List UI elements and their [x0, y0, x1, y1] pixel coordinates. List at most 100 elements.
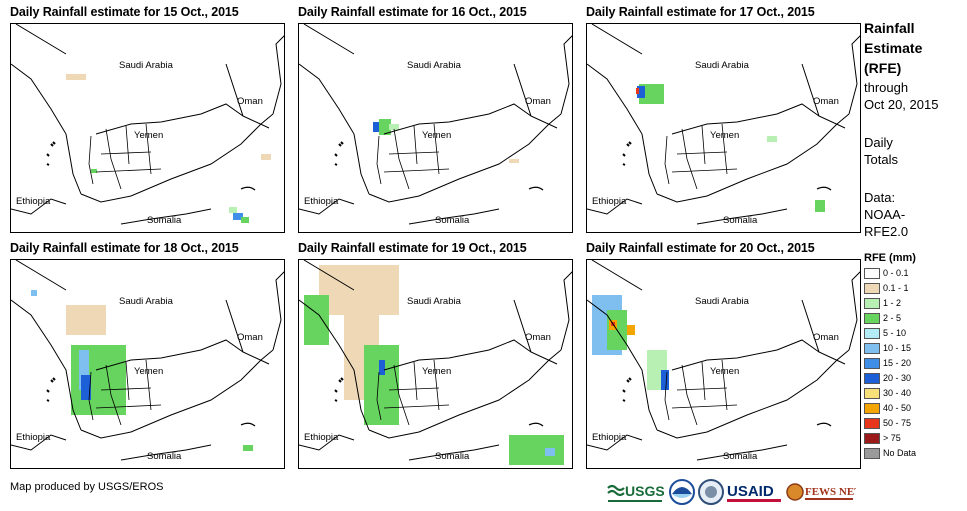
- legend-item: > 75: [864, 433, 901, 448]
- sidebar-data-label: Data:: [864, 190, 896, 205]
- doi-seal-logo: [698, 478, 724, 506]
- map-credit: Map produced by USGS/EROS: [10, 481, 164, 493]
- usgs-logo: USGS: [606, 478, 665, 506]
- legend-swatch: [864, 298, 880, 310]
- ethiopia-label: Ethiopia: [304, 432, 339, 443]
- somalia-label: Somalia: [723, 451, 758, 462]
- legend-item: 20 - 30: [864, 373, 911, 388]
- legend-swatch: [864, 388, 880, 400]
- panel-title: Daily Rainfall estimate for 18 Oct., 201…: [10, 241, 239, 255]
- legend-swatch: [864, 373, 880, 385]
- oman-label: Oman: [237, 96, 263, 107]
- fews-net-logo-text: FEWS NET: [805, 486, 856, 498]
- legend-item: 50 - 75: [864, 418, 911, 433]
- legend-label: 30 - 40: [883, 388, 912, 398]
- legend-swatch: [864, 433, 880, 445]
- legend-swatch: [864, 343, 880, 355]
- legend-item: No Data: [864, 448, 916, 463]
- somalia-label: Somalia: [435, 215, 470, 226]
- legend-swatch: [864, 418, 880, 430]
- legend-swatch: [864, 268, 880, 280]
- legend-label: > 75: [883, 433, 901, 443]
- yemen-label: Yemen: [422, 130, 452, 141]
- somalia-label: Somalia: [435, 451, 470, 462]
- oman-label: Oman: [813, 96, 839, 107]
- legend-label: 15 - 20: [883, 358, 912, 368]
- legend-item: 30 - 40: [864, 388, 911, 403]
- somalia-label: Somalia: [147, 451, 182, 462]
- legend-title: RFE (mm): [864, 252, 916, 264]
- legend-swatch: [864, 403, 880, 415]
- legend-label: 40 - 50: [883, 403, 912, 413]
- legend-label: 0 - 0.1: [883, 268, 909, 278]
- usaid-logo: USAID: [726, 478, 784, 506]
- yemen-label: Yemen: [422, 366, 452, 377]
- sidebar-date: Oct 20, 2015: [864, 97, 939, 112]
- ethiopia-label: Ethiopia: [304, 196, 339, 207]
- sidebar-data-source: NOAA-: [864, 207, 906, 222]
- legend-label: 20 - 30: [883, 373, 912, 383]
- oman-label: Oman: [237, 332, 263, 343]
- yemen-label: Yemen: [134, 130, 164, 141]
- legend-item: 2 - 5: [864, 313, 901, 328]
- somalia-label: Somalia: [723, 215, 758, 226]
- sidebar-through: through: [864, 80, 909, 95]
- yemen-label: Yemen: [710, 130, 740, 141]
- usaid-logo-text: USAID: [727, 483, 774, 500]
- ethiopia-label: Ethiopia: [592, 432, 627, 443]
- somalia-label: Somalia: [147, 215, 182, 226]
- yemen-label: Yemen: [134, 366, 164, 377]
- rainfall-map: Saudi Arabia Oman Yemen Ethiopia Somalia: [10, 259, 285, 469]
- legend-swatch: [864, 313, 880, 325]
- legend-item: 0 - 0.1: [864, 268, 909, 283]
- sidebar-title-3: (RFE): [864, 60, 902, 76]
- panel-title: Daily Rainfall estimate for 15 Oct., 201…: [10, 5, 239, 19]
- legend-label: 5 - 10: [883, 328, 907, 338]
- legend-item: 10 - 15: [864, 343, 911, 358]
- oman-label: Oman: [525, 96, 551, 107]
- saudi-label: Saudi Arabia: [119, 296, 173, 307]
- partner-logos: USGS USAID FEWS NET: [606, 478, 862, 506]
- legend-item: 5 - 10: [864, 328, 906, 343]
- rainfall-map: Saudi Arabia Oman Yemen Ethiopia Somalia: [298, 259, 573, 469]
- sidebar-totals: Totals: [864, 152, 898, 167]
- legend-label: 1 - 2: [883, 298, 902, 308]
- oman-label: Oman: [813, 332, 839, 343]
- panel-title: Daily Rainfall estimate for 16 Oct., 201…: [298, 5, 527, 19]
- saudi-label: Saudi Arabia: [695, 296, 749, 307]
- legend-label: 50 - 75: [883, 418, 912, 428]
- saudi-label: Saudi Arabia: [119, 60, 173, 71]
- ethiopia-label: Ethiopia: [16, 432, 51, 443]
- rainfall-map: Saudi Arabia Oman Yemen Ethiopia Somalia: [586, 23, 861, 233]
- sidebar-title-2: Estimate: [864, 40, 923, 56]
- panel-title: Daily Rainfall estimate for 20 Oct., 201…: [586, 241, 815, 255]
- legend-swatch: [864, 358, 880, 370]
- ethiopia-label: Ethiopia: [592, 196, 627, 207]
- panel-title: Daily Rainfall estimate for 19 Oct., 201…: [298, 241, 527, 255]
- legend-label: 10 - 15: [883, 343, 912, 353]
- legend-swatch: [864, 283, 880, 295]
- rainfall-map: Saudi Arabia Oman Yemen Ethiopia Somalia: [298, 23, 573, 233]
- legend-label: 0.1 - 1: [883, 283, 909, 293]
- sidebar-title-1: Rainfall: [864, 20, 915, 36]
- oman-label: Oman: [525, 332, 551, 343]
- fews-net-logo: FEWS NET: [786, 478, 862, 506]
- legend-label: 2 - 5: [883, 313, 902, 323]
- legend-item: 40 - 50: [864, 403, 911, 418]
- legend-swatch: [864, 328, 880, 340]
- noaa-logo: [668, 478, 696, 506]
- rainfall-map: Saudi Arabia Oman Yemen Ethiopia Somalia: [586, 259, 861, 469]
- legend-label: No Data: [883, 448, 917, 458]
- legend-item: 1 - 2: [864, 298, 901, 313]
- saudi-label: Saudi Arabia: [407, 60, 461, 71]
- sidebar-data-version: RFE2.0: [864, 224, 909, 239]
- ethiopia-label: Ethiopia: [16, 196, 51, 207]
- legend-item: 0.1 - 1: [864, 283, 909, 298]
- legend-item: 15 - 20: [864, 358, 911, 373]
- saudi-label: Saudi Arabia: [695, 60, 749, 71]
- saudi-label: Saudi Arabia: [407, 296, 461, 307]
- usgs-logo-text: USGS: [625, 483, 664, 499]
- panel-title: Daily Rainfall estimate for 17 Oct., 201…: [586, 5, 815, 19]
- sidebar-daily: Daily: [864, 135, 893, 150]
- rainfall-map: Saudi Arabia Oman Yemen Ethiopia Somalia: [10, 23, 285, 233]
